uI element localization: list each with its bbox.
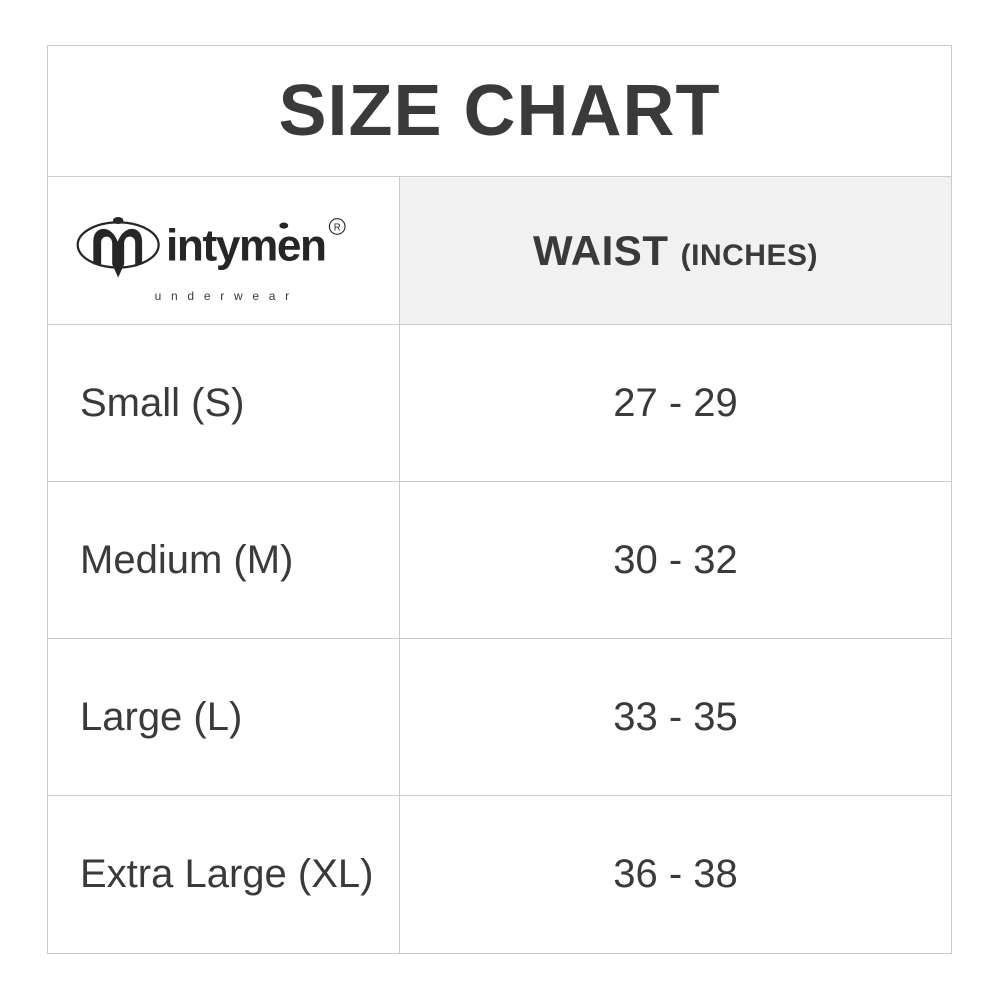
svg-text:intymen: intymen	[166, 221, 326, 270]
svg-text:R: R	[333, 222, 340, 233]
